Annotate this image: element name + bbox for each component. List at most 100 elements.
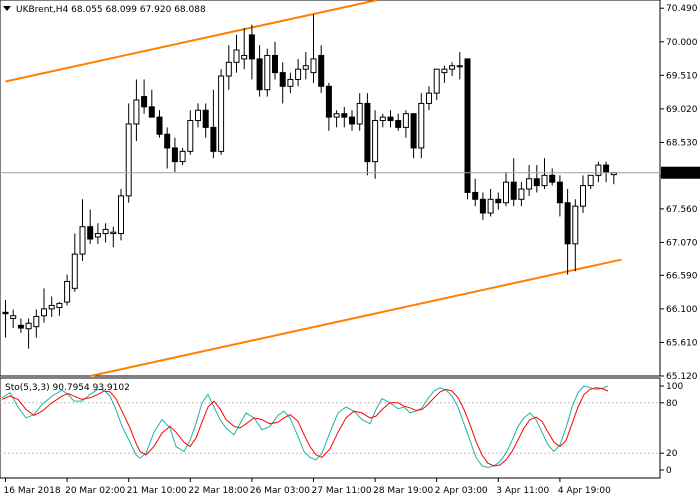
price-axis: 70.490 70.000 69.510 69.020 68.530 67.560 67.0… (660, 4, 698, 382)
candle (333, 110, 340, 128)
candle (2, 299, 9, 338)
trendline-lower-channel[interactable] (89, 258, 622, 377)
time-tick-label: 2 Apr 03:00 (435, 486, 488, 496)
candle (248, 24, 255, 80)
channel-trendlines[interactable] (5, 0, 622, 377)
candle-body (179, 150, 186, 163)
candle-body (287, 78, 294, 87)
candle-body (564, 202, 571, 245)
candle (456, 52, 463, 80)
stochastic-title: Sto(5,3,3) 90.7954 93.9102 (5, 383, 130, 393)
candle-body (218, 75, 225, 152)
candle (33, 309, 40, 338)
candle (148, 89, 155, 118)
candle-body (341, 113, 348, 118)
candle (125, 103, 132, 203)
candle (48, 296, 55, 318)
candle (503, 171, 509, 207)
candle (379, 113, 386, 128)
candle-body (210, 126, 217, 152)
candle-body (141, 96, 148, 108)
candle (418, 93, 425, 159)
candle-body (433, 68, 440, 94)
candle-body (102, 228, 109, 235)
candle (94, 223, 101, 244)
candle-body (264, 54, 271, 91)
current-price-label-bg (661, 166, 700, 179)
candle-body (295, 68, 302, 80)
candle (426, 86, 432, 111)
candle (295, 58, 302, 87)
candle-body (603, 164, 610, 173)
price-panel[interactable] (0, 0, 661, 377)
candle-body (595, 164, 602, 176)
time-tick-label: 22 Mar 18:00 (188, 486, 248, 496)
candle (179, 147, 186, 166)
candle-body (318, 54, 325, 87)
price-tick-label: 67.560 (666, 205, 698, 215)
candle-body (402, 113, 409, 128)
candle (526, 165, 533, 196)
candle-body (426, 92, 432, 104)
candle-body (479, 198, 486, 214)
candle-body (556, 181, 563, 204)
candle (195, 103, 201, 128)
candle-body (580, 185, 586, 207)
candle (410, 113, 417, 159)
candle (272, 41, 278, 80)
candle-body (118, 195, 124, 235)
time-tick-label: 21 Mar 10:00 (127, 486, 187, 496)
candle-body (541, 174, 548, 187)
candle-body (171, 147, 178, 163)
chart-title: UKBrent,H4 68.055 68.099 67.920 68.088 (16, 5, 206, 15)
candle-body (256, 58, 263, 91)
candle-body (379, 116, 386, 122)
candle-body (395, 120, 402, 128)
candle (349, 110, 355, 131)
candle-body (472, 191, 479, 200)
candle-body (187, 120, 194, 152)
trendline-upper-channel[interactable] (5, 0, 378, 83)
candle (603, 161, 610, 183)
candle-body (418, 102, 425, 149)
candle (449, 62, 456, 77)
chart-menu-icon[interactable] (3, 6, 11, 11)
candle-body (71, 253, 78, 289)
time-tick-label: 28 Mar 19:00 (373, 486, 433, 496)
candle (564, 189, 571, 275)
stochastic-axis: 100 80 20 0 (660, 382, 683, 476)
candle (141, 79, 148, 114)
candle-body (333, 113, 340, 118)
candle-body (510, 181, 517, 200)
candle (218, 69, 225, 155)
stochastic-panel[interactable] (0, 377, 661, 479)
price-tick-label: 69.510 (666, 71, 698, 81)
candle (372, 110, 379, 179)
candle (464, 58, 471, 200)
candle (541, 158, 548, 190)
candle (187, 110, 194, 155)
candle-body (2, 311, 9, 315)
candle (225, 45, 232, 90)
candle-body (79, 226, 86, 255)
candle (572, 199, 579, 272)
candle-body (48, 304, 55, 310)
candle-body (87, 226, 94, 240)
candle-body (233, 49, 240, 63)
time-tick-label: 16 Mar 2018 (4, 486, 61, 496)
candle-body (272, 54, 278, 74)
candle (56, 302, 63, 316)
candle-body (387, 116, 394, 122)
candle (610, 171, 617, 185)
candle (479, 192, 486, 220)
price-tick-label: 69.020 (666, 105, 698, 115)
candle (102, 223, 109, 243)
candle (310, 14, 317, 83)
time-tick-label: 3 Apr 11:00 (496, 486, 549, 496)
candle-body (241, 54, 248, 60)
candle-body (533, 178, 540, 187)
candle-body (225, 61, 232, 77)
candle (549, 168, 556, 186)
candle-body (441, 68, 448, 74)
